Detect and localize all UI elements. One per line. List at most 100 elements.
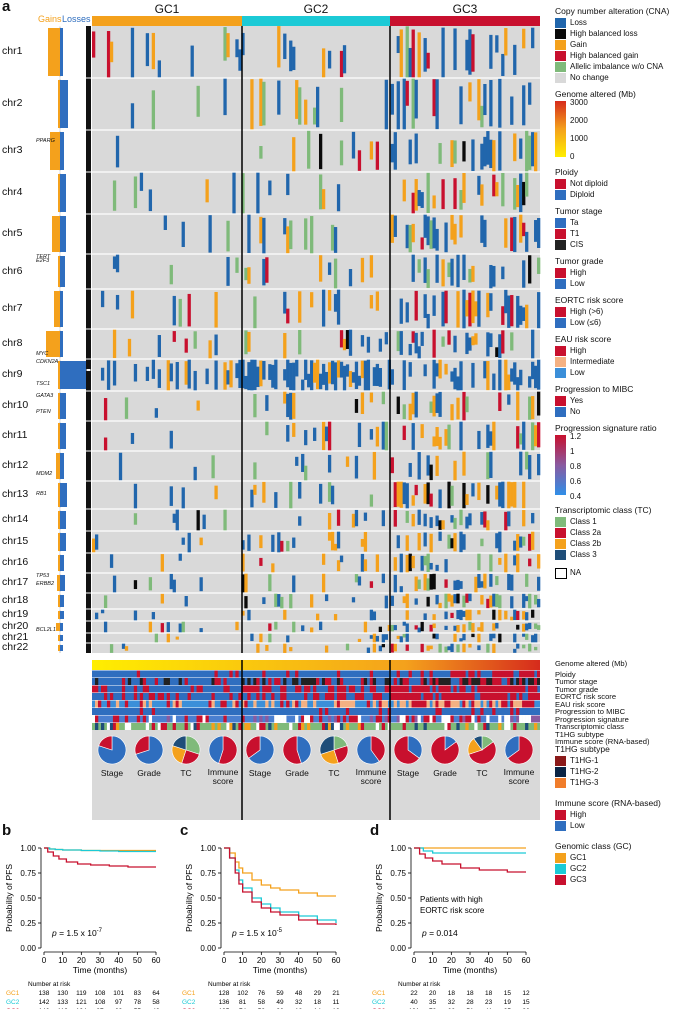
- cna-segment: [283, 33, 287, 60]
- track-tumor-stage-cell: [498, 678, 502, 685]
- track-ploidy-cell: [498, 670, 502, 678]
- cna-segment: [226, 33, 230, 58]
- cn-gain-profile: [56, 623, 60, 631]
- prog-sig-tick: 1.2: [570, 432, 582, 441]
- cna-segment: [504, 610, 508, 620]
- cna-segment: [522, 28, 526, 49]
- track-label: Tumor stage: [555, 677, 598, 686]
- track-tumor-grade-cell: [519, 685, 523, 693]
- track-eau-cell: [139, 700, 144, 708]
- chromosome-label-chr9: chr9: [2, 368, 23, 380]
- track-prog-signature-cell: [112, 715, 117, 723]
- track-prog-signature-cell: [336, 715, 341, 723]
- track-ploidy-cell: [519, 670, 523, 678]
- cna-segment: [390, 595, 394, 606]
- track-tumor-stage-cell: [516, 678, 520, 685]
- track-tc-cell: [504, 723, 508, 730]
- cna-segment: [522, 644, 526, 649]
- cna-segment: [492, 140, 496, 172]
- legend-t1hg-item: T1HG-3: [570, 778, 599, 787]
- track-tumor-grade-cell: [414, 685, 418, 693]
- x-tick-label: 50: [503, 956, 512, 965]
- cna-segment: [402, 360, 406, 391]
- risk-count: 35: [429, 999, 437, 1006]
- cna-segment: [447, 593, 451, 602]
- track-tumor-stage-cell: [178, 678, 182, 685]
- track-tumor-stage-cell: [166, 678, 170, 685]
- track-prog-signature-cell: [304, 715, 308, 723]
- cna-segment: [339, 87, 344, 123]
- track-tc-cell: [274, 723, 278, 730]
- cna-segment: [444, 290, 448, 324]
- grade-pie: [282, 735, 302, 765]
- cna-segment: [327, 482, 332, 502]
- track-tc-cell: [289, 723, 293, 730]
- x-tick-label: 30: [466, 956, 475, 965]
- track-tumor-stage-cell: [402, 678, 406, 685]
- cna-segment: [528, 82, 532, 105]
- cna-segment: [253, 359, 257, 391]
- cna-segment: [492, 265, 496, 287]
- track-prog-signature-cell: [471, 715, 475, 723]
- cn-loss-profile: [60, 595, 64, 607]
- cna-segment: [348, 269, 353, 287]
- cna-segment: [357, 375, 362, 386]
- cna-segment: [259, 360, 263, 387]
- track-prog-signature-cell: [295, 715, 299, 723]
- cna-segment: [537, 391, 541, 416]
- cna-segment: [259, 535, 263, 549]
- cn-loss-profile: [60, 611, 64, 619]
- cna-segment: [462, 534, 466, 550]
- track-tumor-stage-cell: [163, 678, 167, 685]
- cna-segment: [298, 516, 302, 526]
- cna-segment: [510, 574, 514, 591]
- cna-segment: [489, 554, 493, 572]
- cna-segment: [474, 333, 478, 345]
- cna-segment: [462, 254, 466, 280]
- cna-segment: [369, 609, 374, 621]
- cna-segment: [381, 421, 385, 450]
- track-tumor-stage-cell: [327, 678, 332, 685]
- cna-segment: [100, 290, 105, 308]
- cna-segment: [304, 430, 308, 446]
- cna-segment: [115, 254, 120, 273]
- cna-segment: [369, 635, 374, 639]
- track-prog-signature-cell: [265, 715, 269, 723]
- track-eau-cell: [106, 700, 111, 708]
- track-tumor-grade-cell: [417, 685, 421, 693]
- track-progression: [92, 708, 540, 715]
- cna-segment: [381, 634, 385, 643]
- cna-segment: [447, 330, 451, 345]
- cna-segment: [181, 221, 185, 248]
- risk-count: 18: [485, 990, 493, 997]
- cna-segment: [414, 576, 418, 592]
- cna-segment: [244, 330, 248, 355]
- cna-segment: [429, 517, 433, 528]
- genome-altered-tick: 2000: [570, 116, 588, 125]
- track-tumor-grade-cell: [336, 685, 341, 693]
- cna-segment: [453, 625, 457, 631]
- track-tumor-stage-cell: [360, 678, 365, 685]
- cna-segment: [384, 79, 388, 130]
- cna-segment: [525, 304, 529, 329]
- track-progression-cell: [151, 708, 156, 715]
- x-tick-label: 40: [114, 956, 123, 965]
- cna-segment: [498, 482, 502, 507]
- track-progression-cell: [510, 708, 514, 715]
- cna-segment: [510, 368, 514, 382]
- cna-segment: [333, 543, 338, 551]
- track-tc-cell: [333, 723, 338, 730]
- track-tumor-grade-cell: [447, 685, 451, 693]
- track-progression-cell: [345, 708, 350, 715]
- track-genome-altered: [92, 660, 540, 670]
- cna-segment: [238, 49, 242, 71]
- track-eau-cell: [477, 700, 481, 708]
- track-eortc-cell: [423, 693, 427, 700]
- track-eau-cell: [142, 700, 147, 708]
- cna-segment: [528, 455, 532, 480]
- track-eortc-cell: [459, 693, 463, 700]
- cna-segment: [384, 634, 388, 640]
- track-eortc-cell: [313, 693, 317, 700]
- cn-loss-profile: [60, 645, 63, 651]
- chromosome-label-chr1: chr1: [2, 45, 23, 57]
